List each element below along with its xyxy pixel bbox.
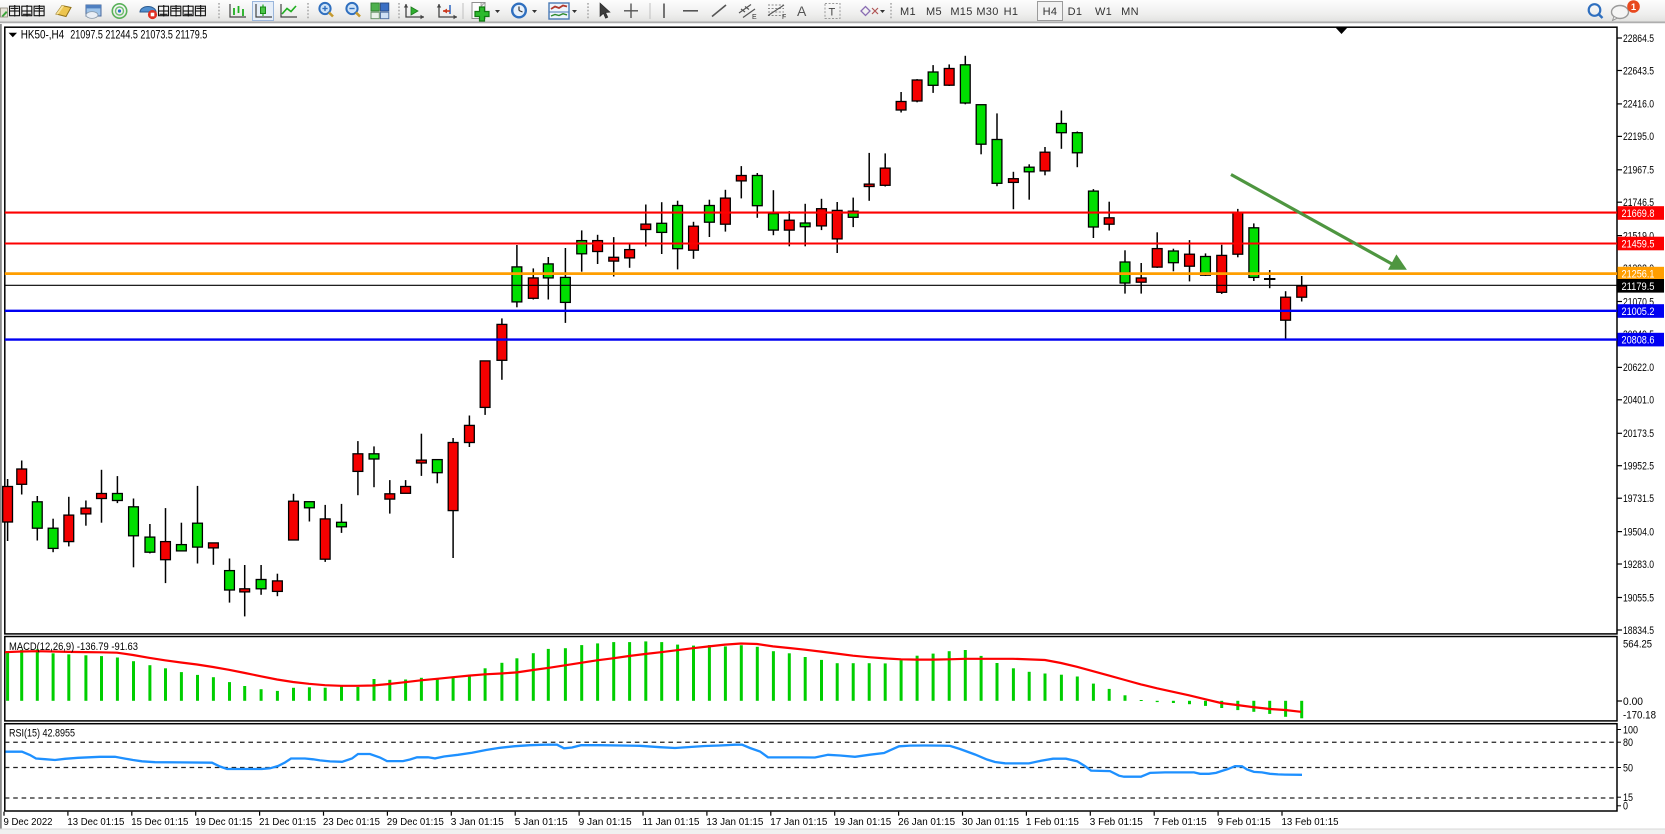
svg-text:21669.8: 21669.8 [1622,208,1655,220]
svg-text:3 Feb 01:15: 3 Feb 01:15 [1090,816,1143,828]
svg-text:RSI(15) 42.8955: RSI(15) 42.8955 [9,727,75,739]
svg-text:3 Jan 01:15: 3 Jan 01:15 [451,816,504,828]
svg-text:20808.6: 20808.6 [1622,335,1655,347]
svg-text:21005.2: 21005.2 [1622,306,1655,318]
svg-text:0: 0 [1623,801,1628,813]
svg-text:21 Dec 01:15: 21 Dec 01:15 [259,816,316,828]
svg-text:50: 50 [1623,762,1633,774]
svg-text:21746.5: 21746.5 [1623,197,1654,209]
svg-text:9 Feb 01:15: 9 Feb 01:15 [1218,816,1271,828]
svg-text:9 Dec 2022: 9 Dec 2022 [4,816,53,828]
svg-text:11 Jan 01:15: 11 Jan 01:15 [643,816,700,828]
svg-text:80: 80 [1623,737,1633,749]
svg-text:E: E [752,14,757,21]
svg-text:19 Dec 01:15: 19 Dec 01:15 [195,816,252,828]
svg-text:F: F [782,14,786,21]
svg-text:19 Jan 01:15: 19 Jan 01:15 [834,816,891,828]
svg-text:19504.0: 19504.0 [1623,526,1654,538]
svg-text:21459.5: 21459.5 [1622,239,1655,251]
svg-text:23 Dec 01:15: 23 Dec 01:15 [323,816,380,828]
svg-text:20173.5: 20173.5 [1623,428,1654,440]
svg-text:A: A [797,3,807,19]
svg-text:5 Jan 01:15: 5 Jan 01:15 [515,816,568,828]
svg-text:M15: M15 [950,6,972,18]
svg-text:29 Dec 01:15: 29 Dec 01:15 [387,816,444,828]
svg-text:MN: MN [1121,6,1139,18]
svg-text:D1: D1 [1068,6,1083,18]
svg-text:21179.5: 21179.5 [1622,281,1655,293]
svg-text:HK50-,H4: HK50-,H4 [21,30,65,42]
svg-text:M1: M1 [900,6,916,18]
svg-text:0.00: 0.00 [1623,696,1643,708]
svg-text:MACD(12,26,9) -136.79 -91.63: MACD(12,26,9) -136.79 -91.63 [9,641,138,653]
svg-text:T: T [829,7,836,19]
svg-text:22643.5: 22643.5 [1623,65,1654,77]
svg-text:564.25: 564.25 [1623,638,1652,650]
svg-text:22195.0: 22195.0 [1623,131,1654,143]
svg-text:19952.5: 19952.5 [1623,461,1654,473]
svg-text:15 Dec 01:15: 15 Dec 01:15 [131,816,188,828]
svg-text:20622.0: 20622.0 [1623,362,1654,374]
svg-text:15: 15 [1623,792,1633,804]
svg-text:M5: M5 [926,6,942,18]
svg-text:-170.18: -170.18 [1623,709,1656,721]
svg-text:22864.5: 22864.5 [1623,33,1654,45]
svg-text:9 Jan 01:15: 9 Jan 01:15 [579,816,632,828]
svg-text:100: 100 [1623,724,1638,736]
svg-text:H4: H4 [1043,6,1058,18]
svg-text:1 Feb 01:15: 1 Feb 01:15 [1026,816,1079,828]
svg-text:7 Feb 01:15: 7 Feb 01:15 [1154,816,1207,828]
svg-text:H1: H1 [1004,6,1019,18]
svg-text:26 Jan 01:15: 26 Jan 01:15 [898,816,955,828]
svg-text:20401.0: 20401.0 [1623,395,1654,407]
svg-text:M30: M30 [976,6,998,18]
svg-text:1: 1 [1631,2,1637,13]
svg-text:17 Jan 01:15: 17 Jan 01:15 [770,816,827,828]
svg-text:19731.5: 19731.5 [1623,493,1654,505]
svg-text:18834.5: 18834.5 [1623,625,1654,637]
svg-text:21967.5: 21967.5 [1623,165,1654,177]
svg-text:21256.1: 21256.1 [1622,269,1655,281]
svg-text:21097.5 21244.5 21073.5 21179.: 21097.5 21244.5 21073.5 21179.5 [70,30,207,42]
svg-text:13 Feb 01:15: 13 Feb 01:15 [1282,816,1339,828]
svg-text:30 Jan 01:15: 30 Jan 01:15 [962,816,1019,828]
svg-text:22416.0: 22416.0 [1623,99,1654,111]
svg-text:13 Jan 01:15: 13 Jan 01:15 [706,816,763,828]
svg-text:13 Dec 01:15: 13 Dec 01:15 [67,816,124,828]
svg-text:19055.5: 19055.5 [1623,592,1654,604]
svg-text:W1: W1 [1095,6,1112,18]
svg-text:19283.0: 19283.0 [1623,559,1654,571]
